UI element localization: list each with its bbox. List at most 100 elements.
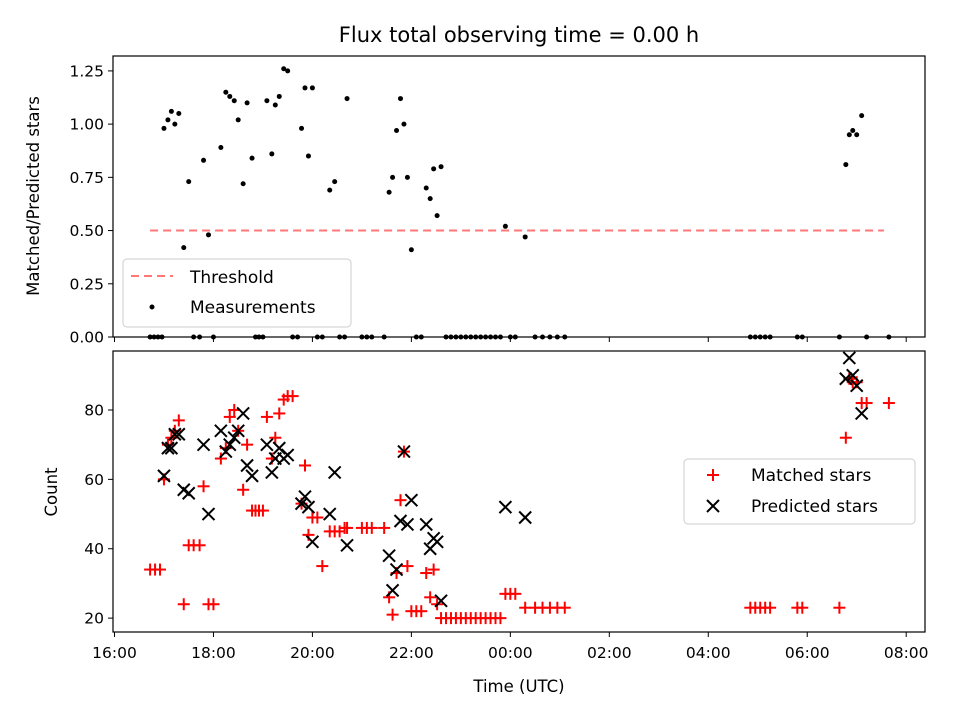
predicted-star-point: [280, 448, 295, 462]
x-axis-label: Time (UTC): [472, 677, 564, 696]
bottom-x-tick-label: 08:00: [884, 644, 929, 662]
predicted-star-d2: [245, 469, 259, 483]
matched-star-point: [237, 483, 250, 496]
predicted-star-point: [265, 465, 279, 480]
top-y-tick-label: 0.00: [69, 329, 104, 347]
predicted-star-point: [161, 441, 175, 455]
matched-star-point: [197, 480, 210, 493]
measurement-point: [427, 196, 433, 202]
predicted-star-d2: [340, 538, 354, 552]
predicted-star-d2: [385, 583, 400, 598]
measurement-point: [846, 132, 852, 138]
predicted-star-d2: [201, 507, 216, 521]
predicted-star-d2: [389, 562, 404, 577]
top-legend: Threshold Measurements: [122, 258, 352, 328]
predicted-star-d2: [305, 535, 320, 549]
bottom-y-tick-label: 60: [84, 471, 104, 489]
measurement-point: [394, 128, 400, 134]
legend-measurements-label: Measurements: [190, 298, 316, 318]
matched-star-point: [833, 601, 846, 614]
matched-star-point: [839, 431, 852, 444]
predicted-star-d2: [177, 483, 191, 497]
measurement-point: [249, 155, 255, 161]
matched-star-point: [177, 598, 190, 611]
predicted-star-d2: [842, 351, 856, 365]
matched-star-point: [558, 601, 571, 614]
predicted-star-point: [430, 535, 444, 549]
bottom-y-axis-label: Count: [42, 467, 61, 517]
measurement-point: [181, 245, 187, 251]
predicted-star-point: [240, 458, 254, 473]
measurement-point: [397, 96, 403, 102]
bottom-y-tick-label: 40: [84, 540, 104, 558]
matched-star-point: [316, 560, 329, 573]
predicted-star-point: [385, 583, 400, 598]
predicted-star-d2: [397, 444, 411, 459]
predicted-star-d2: [434, 594, 448, 608]
predicted-star-point: [854, 406, 869, 421]
count-panel: 20 40 60 80 16:00 18:00 20:00 22:00 00:00 02:00 0…: [42, 350, 929, 696]
measurement-point: [186, 179, 192, 185]
matched-star-point: [394, 494, 407, 507]
measurement-point: [201, 157, 207, 163]
measurement-point: [390, 174, 396, 180]
measurement-point: [404, 174, 410, 180]
bottom-x-tick-label: 06:00: [785, 644, 830, 662]
matched-star-point: [286, 390, 299, 403]
predicted-star-point: [214, 424, 228, 438]
matched-star-point: [154, 563, 167, 576]
top-y-tick-label: 0.25: [69, 275, 104, 293]
matched-star-point: [882, 397, 895, 410]
top-y-axis-label: Matched/Predicted stars: [24, 96, 43, 296]
predicted-star-d2: [272, 441, 286, 455]
top-y-tick-label: 0.75: [69, 169, 104, 187]
measurement-point: [227, 93, 233, 99]
predicted-star-point: [245, 469, 259, 483]
predicted-star-d2: [382, 548, 396, 563]
predicted-star-d2: [298, 489, 312, 504]
measurement-point: [502, 223, 508, 229]
predicted-star-d2: [161, 441, 175, 455]
predicted-star-point: [236, 406, 250, 421]
bottom-y-ticks: 20 40 60 80: [84, 401, 113, 628]
measurement-point: [386, 189, 392, 195]
measurement-point: [206, 232, 212, 238]
predicted-star-point: [327, 465, 342, 480]
measurement-point: [168, 108, 174, 114]
predicted-star-point: [260, 437, 274, 452]
matched-star-point: [494, 612, 507, 625]
predicted-star-point: [164, 441, 179, 455]
measurement-point: [850, 128, 856, 134]
predicted-star-d2: [327, 465, 342, 480]
predicted-star-d2: [227, 431, 241, 445]
measurement-point: [223, 89, 229, 95]
matched-star-point: [424, 591, 437, 604]
predicted-star-point: [404, 493, 419, 507]
legend-matched-swatch: [707, 469, 719, 481]
predicted-star-point: [294, 496, 309, 511]
matched-star-point: [269, 431, 282, 444]
predicted-star-d2: [265, 465, 279, 480]
matched-star-point: [365, 521, 378, 534]
matched-star-point: [193, 539, 206, 552]
bottom-x-tick-label: 04:00: [686, 644, 731, 662]
predicted-star-point: [397, 444, 411, 459]
predicted-star-point: [434, 594, 448, 608]
legend-threshold-label: Threshold: [189, 268, 274, 288]
predicted-star-d2: [846, 368, 860, 382]
measurement-point: [423, 185, 429, 191]
predicted-star-point: [201, 507, 216, 521]
predicted-star-d2: [260, 437, 274, 452]
predicted-star-point: [400, 517, 415, 532]
matched-star-point: [420, 567, 433, 580]
matched-star-point: [860, 397, 873, 410]
matched-star-point: [241, 438, 254, 451]
predicted-star-d2: [157, 469, 171, 483]
predicted-star-point: [393, 514, 408, 528]
bottom-x-tick-label: 20:00: [290, 644, 335, 662]
predicted-star-point: [301, 500, 316, 514]
top-axes-frame: [112, 55, 926, 338]
measurement-point: [244, 100, 250, 106]
predicted-star-point: [172, 427, 186, 441]
